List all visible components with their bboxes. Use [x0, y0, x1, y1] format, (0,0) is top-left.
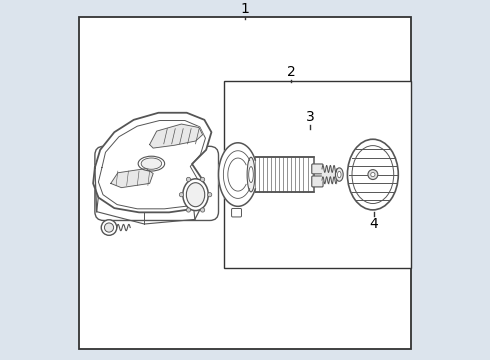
Bar [224, 81, 411, 268]
Circle shape [368, 170, 378, 180]
Polygon shape [219, 143, 255, 206]
Bar [250, 157, 314, 192]
Ellipse shape [249, 167, 253, 183]
Ellipse shape [347, 139, 398, 210]
Ellipse shape [183, 179, 208, 211]
Text: 1: 1 [241, 2, 249, 16]
Circle shape [208, 193, 212, 197]
Ellipse shape [141, 158, 162, 169]
Text: 3: 3 [306, 111, 315, 125]
FancyBboxPatch shape [312, 176, 323, 187]
Ellipse shape [138, 156, 165, 171]
Ellipse shape [352, 145, 393, 203]
Ellipse shape [186, 183, 205, 207]
Ellipse shape [338, 171, 341, 178]
Circle shape [101, 220, 117, 235]
FancyBboxPatch shape [312, 164, 323, 174]
Polygon shape [93, 113, 212, 212]
Ellipse shape [247, 157, 255, 192]
Circle shape [200, 208, 205, 212]
Circle shape [371, 172, 375, 177]
Polygon shape [149, 124, 203, 148]
FancyBboxPatch shape [232, 208, 242, 217]
Text: 2: 2 [287, 65, 295, 79]
Circle shape [186, 208, 191, 212]
FancyBboxPatch shape [95, 146, 219, 220]
Circle shape [200, 177, 205, 181]
Text: 4: 4 [369, 217, 378, 231]
Ellipse shape [336, 168, 343, 181]
Circle shape [186, 177, 191, 181]
Circle shape [104, 223, 114, 232]
Circle shape [179, 193, 184, 197]
Polygon shape [111, 168, 153, 188]
